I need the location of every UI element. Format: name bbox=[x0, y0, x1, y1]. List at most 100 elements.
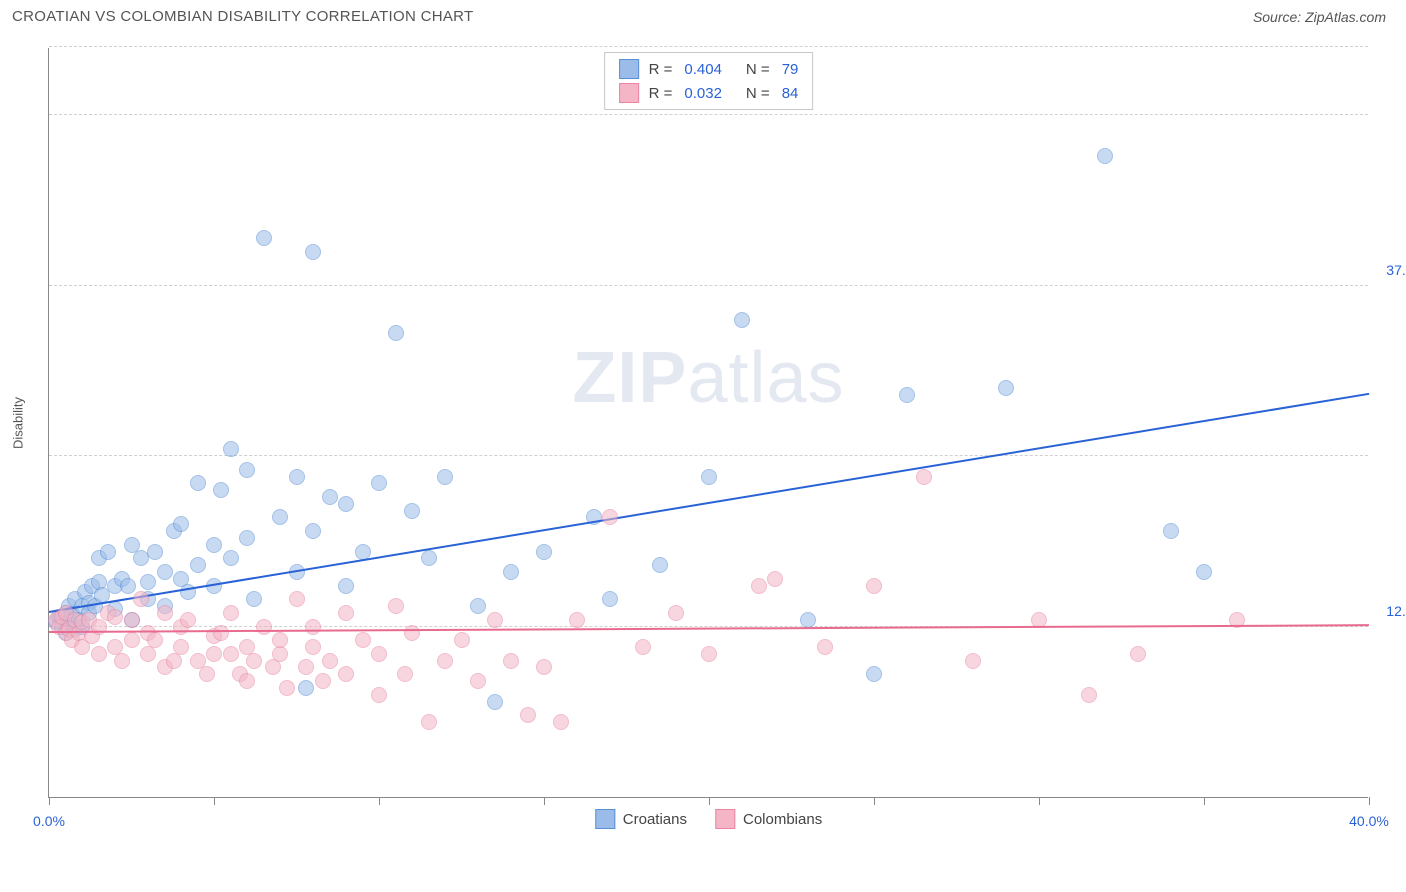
data-point bbox=[298, 659, 314, 675]
data-point bbox=[866, 578, 882, 594]
data-point bbox=[140, 646, 156, 662]
x-tick bbox=[1039, 797, 1040, 805]
data-point bbox=[916, 469, 932, 485]
data-point bbox=[180, 612, 196, 628]
r-label: R = bbox=[649, 85, 673, 102]
data-point bbox=[1196, 564, 1212, 580]
data-point bbox=[1130, 646, 1146, 662]
x-tick bbox=[49, 797, 50, 805]
data-point bbox=[338, 666, 354, 682]
data-point bbox=[1097, 148, 1113, 164]
data-point bbox=[173, 516, 189, 532]
data-point bbox=[157, 605, 173, 621]
r-value: 0.404 bbox=[684, 61, 722, 78]
data-point bbox=[998, 380, 1014, 396]
series-name: Croatians bbox=[623, 811, 687, 828]
data-point bbox=[421, 550, 437, 566]
data-point bbox=[866, 666, 882, 682]
data-point bbox=[437, 653, 453, 669]
x-tick bbox=[1204, 797, 1205, 805]
data-point bbox=[206, 646, 222, 662]
data-point bbox=[223, 550, 239, 566]
data-point bbox=[246, 653, 262, 669]
data-point bbox=[322, 653, 338, 669]
data-point bbox=[470, 673, 486, 689]
data-point bbox=[223, 441, 239, 457]
y-tick-label: 37.5% bbox=[1386, 262, 1406, 278]
data-point bbox=[147, 544, 163, 560]
data-point bbox=[246, 591, 262, 607]
chart-container: Disability ZIPatlas R =0.404N =79R =0.03… bbox=[48, 48, 1368, 798]
data-point bbox=[120, 578, 136, 594]
data-point bbox=[767, 571, 783, 587]
data-point bbox=[487, 612, 503, 628]
data-point bbox=[213, 625, 229, 641]
data-point bbox=[272, 509, 288, 525]
legend-swatch bbox=[595, 809, 615, 829]
data-point bbox=[487, 694, 503, 710]
data-point bbox=[668, 605, 684, 621]
data-point bbox=[503, 653, 519, 669]
data-point bbox=[371, 687, 387, 703]
legend-swatch bbox=[715, 809, 735, 829]
data-point bbox=[147, 632, 163, 648]
data-point bbox=[470, 598, 486, 614]
scatter-plot: ZIPatlas R =0.404N =79R =0.032N =84 Croa… bbox=[48, 48, 1368, 798]
data-point bbox=[133, 591, 149, 607]
data-point bbox=[305, 619, 321, 635]
gridline bbox=[49, 285, 1368, 286]
x-tick-label: 0.0% bbox=[33, 813, 65, 829]
data-point bbox=[305, 639, 321, 655]
data-point bbox=[157, 564, 173, 580]
data-point bbox=[602, 591, 618, 607]
data-point bbox=[899, 387, 915, 403]
data-point bbox=[140, 574, 156, 590]
data-point bbox=[371, 646, 387, 662]
data-point bbox=[239, 530, 255, 546]
data-point bbox=[388, 598, 404, 614]
data-point bbox=[256, 230, 272, 246]
data-point bbox=[289, 591, 305, 607]
data-point bbox=[305, 523, 321, 539]
stats-legend-row: R =0.404N =79 bbox=[619, 57, 799, 81]
data-point bbox=[701, 646, 717, 662]
data-point bbox=[751, 578, 767, 594]
data-point bbox=[100, 544, 116, 560]
data-point bbox=[553, 714, 569, 730]
x-tick bbox=[709, 797, 710, 805]
data-point bbox=[965, 653, 981, 669]
data-point bbox=[124, 612, 140, 628]
data-point bbox=[239, 673, 255, 689]
source-attribution: Source: ZipAtlas.com bbox=[1253, 9, 1386, 25]
data-point bbox=[265, 659, 281, 675]
r-label: R = bbox=[649, 61, 673, 78]
data-point bbox=[371, 475, 387, 491]
data-point bbox=[298, 680, 314, 696]
gridline bbox=[49, 46, 1368, 47]
data-point bbox=[279, 680, 295, 696]
data-point bbox=[223, 646, 239, 662]
data-point bbox=[239, 462, 255, 478]
data-point bbox=[536, 544, 552, 560]
data-point bbox=[388, 325, 404, 341]
x-tick-label: 40.0% bbox=[1349, 813, 1389, 829]
stats-legend: R =0.404N =79R =0.032N =84 bbox=[604, 52, 814, 110]
x-tick bbox=[1369, 797, 1370, 805]
y-axis-label: Disability bbox=[11, 397, 26, 449]
data-point bbox=[701, 469, 717, 485]
data-point bbox=[206, 537, 222, 553]
x-tick bbox=[544, 797, 545, 805]
data-point bbox=[338, 605, 354, 621]
data-point bbox=[272, 646, 288, 662]
n-label: N = bbox=[746, 85, 770, 102]
legend-swatch bbox=[619, 83, 639, 103]
y-tick-label: 12.5% bbox=[1386, 603, 1406, 619]
data-point bbox=[190, 475, 206, 491]
data-point bbox=[114, 653, 130, 669]
data-point bbox=[734, 312, 750, 328]
data-point bbox=[421, 714, 437, 730]
series-legend-item: Croatians bbox=[595, 809, 687, 829]
data-point bbox=[652, 557, 668, 573]
data-point bbox=[173, 639, 189, 655]
data-point bbox=[322, 489, 338, 505]
